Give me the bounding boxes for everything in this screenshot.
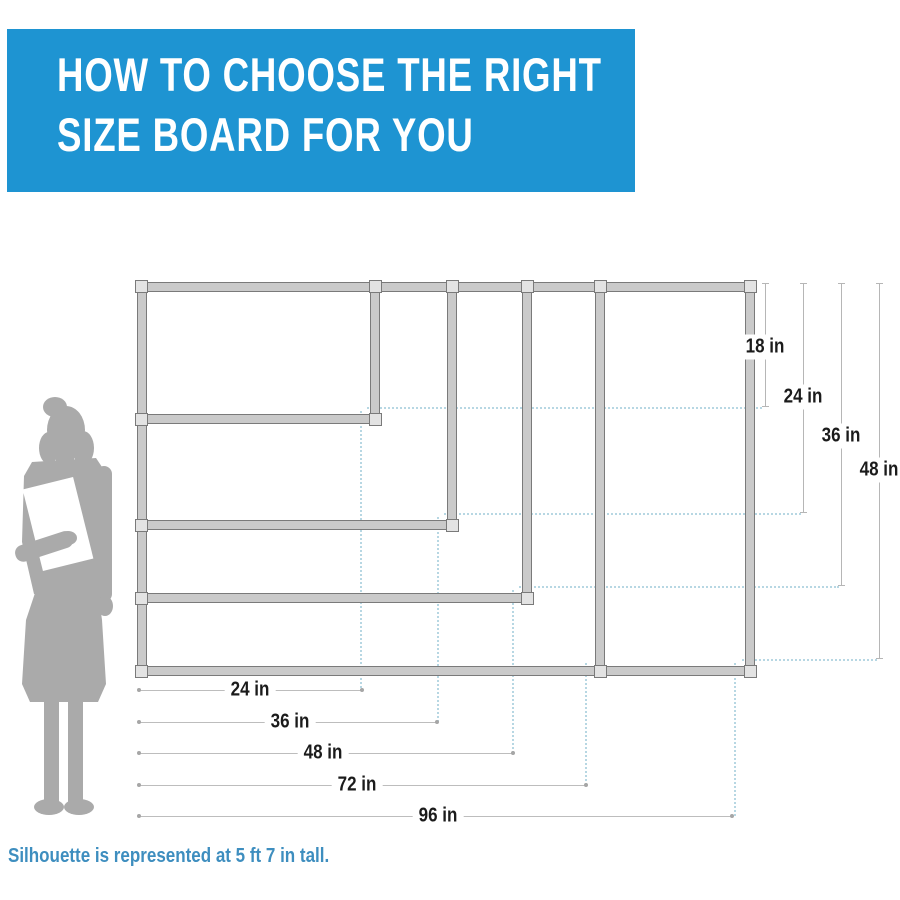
frame-corner: [521, 280, 534, 293]
frame-corner: [135, 592, 148, 605]
frame-corner: [135, 665, 148, 678]
width-label-24in: 24 in: [224, 677, 276, 703]
frame-corner: [594, 665, 607, 678]
guide-line-48in: [742, 659, 877, 661]
frame-corner: [135, 280, 148, 293]
frame-corner: [135, 413, 148, 426]
frame-corner: [446, 519, 459, 532]
frame-corner: [446, 280, 459, 293]
guide-line-96in-wide: [734, 663, 736, 816]
width-label-48in: 48 in: [297, 740, 349, 766]
height-label-24in: 24 in: [777, 384, 829, 410]
height-label-36in: 36 in: [815, 423, 867, 449]
page-title-line2: SIZE BOARD FOR YOU: [57, 108, 474, 161]
frame-corner: [369, 413, 382, 426]
page-title-line1: HOW TO CHOOSE THE RIGHT: [57, 48, 602, 101]
width-label-36in: 36 in: [264, 709, 316, 735]
person-silhouette-icon: [15, 397, 113, 815]
guide-line-72in-wide: [585, 663, 587, 785]
page-title: HOW TO CHOOSE THE RIGHT SIZE BOARD FOR Y…: [57, 45, 602, 165]
guide-line-18in: [367, 407, 762, 409]
header-banner: HOW TO CHOOSE THE RIGHT SIZE BOARD FOR Y…: [7, 29, 635, 192]
guide-line-24in-wide: [360, 411, 362, 691]
frame-corner: [135, 519, 148, 532]
frame-corner: [594, 280, 607, 293]
guide-line-36in: [519, 586, 839, 588]
silhouette-note: Silhouette is represented at 5 ft 7 in t…: [8, 845, 330, 867]
guide-line-36in-wide: [437, 517, 439, 722]
width-label-96in: 96 in: [412, 803, 464, 829]
height-label-18in: 18 in: [739, 334, 791, 360]
width-label-72in: 72 in: [331, 772, 383, 798]
guide-line-24in: [444, 513, 801, 515]
frame-corner: [744, 280, 757, 293]
frame-corner: [744, 665, 757, 678]
frame-corner: [369, 280, 382, 293]
frame-corner: [521, 592, 534, 605]
height-label-48in: 48 in: [853, 457, 900, 483]
board-24x18: [135, 280, 382, 426]
